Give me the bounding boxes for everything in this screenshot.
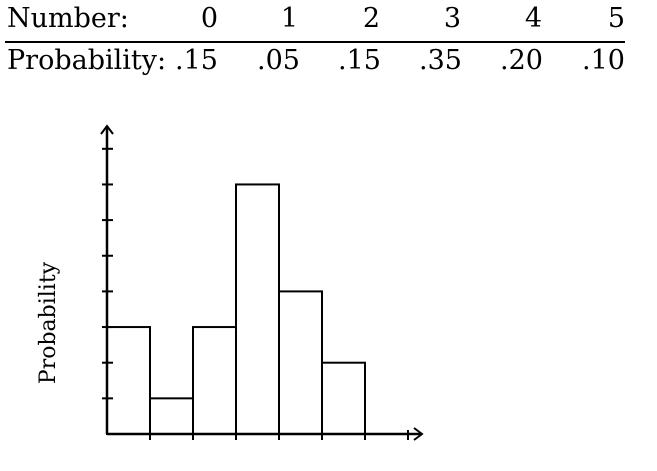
histogram-bar <box>278 290 323 435</box>
probability-cell: .35 <box>419 45 462 76</box>
number-row: Number: 0 1 2 3 4 5 <box>0 0 630 42</box>
table-divider <box>5 41 625 43</box>
number-cell: 0 <box>200 3 218 34</box>
probability-cell: .15 <box>175 45 218 76</box>
histogram-bar <box>149 397 194 436</box>
histogram-bar <box>106 326 151 435</box>
histogram-bar <box>192 326 237 435</box>
number-cell: 1 <box>280 3 298 34</box>
y-axis-arrow-icon <box>100 124 114 135</box>
number-cell: 5 <box>607 3 625 34</box>
probability-cell: .05 <box>257 45 300 76</box>
histogram-bar <box>321 361 366 436</box>
histogram-bar <box>235 183 280 435</box>
x-axis-arrow-icon <box>413 427 424 441</box>
probability-cell: .15 <box>338 45 381 76</box>
probability-cell: .10 <box>582 45 625 76</box>
number-row-label: Number: <box>7 3 129 34</box>
number-cell: 4 <box>524 3 542 34</box>
y-axis-label: Probability <box>36 261 61 384</box>
probability-table: Number: 0 1 2 3 4 5 Probability: .15 .05… <box>0 0 630 84</box>
probability-row-label: Probability: <box>7 45 167 76</box>
probability-cell: .20 <box>500 45 543 76</box>
number-cell: 3 <box>443 3 461 34</box>
number-cell: 2 <box>362 3 380 34</box>
probability-row: Probability: .15 .05 .15 .35 .20 .10 <box>0 42 630 84</box>
